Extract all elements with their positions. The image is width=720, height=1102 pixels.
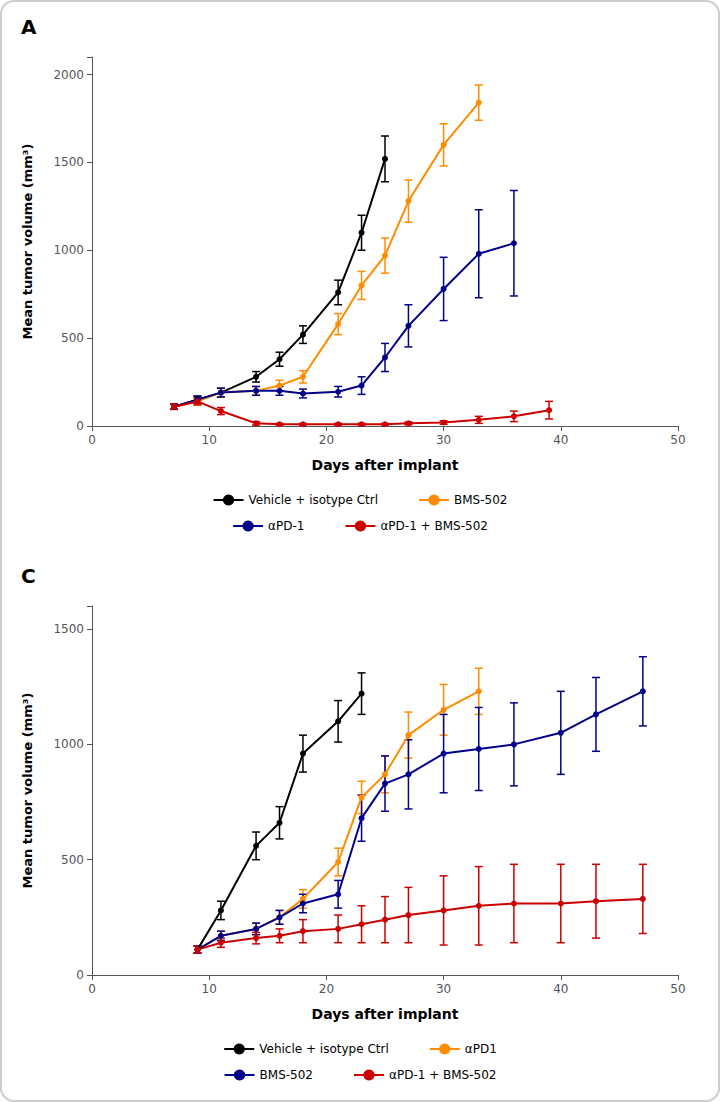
svg-text:0: 0 [76,419,84,433]
svg-text:2000: 2000 [53,68,84,82]
svg-text:αPD1: αPD1 [465,1042,497,1056]
svg-text:20: 20 [319,433,334,447]
svg-text:αPD-1 + BMS-502: αPD-1 + BMS-502 [380,519,487,533]
svg-text:BMS-502: BMS-502 [454,493,507,507]
svg-text:30: 30 [436,433,451,447]
svg-text:10: 10 [202,982,217,996]
svg-text:Days after implant: Days after implant [312,457,459,473]
svg-text:Mean tumor volume (mm³): Mean tumor volume (mm³) [20,144,35,340]
svg-text:Days after implant: Days after implant [312,1006,459,1022]
svg-text:1500: 1500 [53,622,84,636]
svg-text:50: 50 [670,982,685,996]
svg-text:0: 0 [76,968,84,982]
svg-text:0: 0 [88,982,96,996]
svg-text:0: 0 [88,433,96,447]
svg-text:50: 50 [670,433,685,447]
svg-text:BMS-502: BMS-502 [260,1068,313,1082]
svg-text:500: 500 [61,853,84,867]
svg-text:A: A [21,15,37,39]
svg-text:αPD-1 + BMS-502: αPD-1 + BMS-502 [389,1068,496,1082]
svg-text:1500: 1500 [53,155,84,169]
svg-text:30: 30 [436,982,451,996]
svg-text:C: C [21,564,36,588]
svg-text:500: 500 [61,331,84,345]
svg-text:40: 40 [553,982,568,996]
svg-text:Vehicle + isotype Ctrl: Vehicle + isotype Ctrl [249,493,379,507]
svg-text:20: 20 [319,982,334,996]
svg-text:1000: 1000 [53,243,84,257]
svg-text:αPD-1: αPD-1 [268,519,304,533]
svg-text:1000: 1000 [53,737,84,751]
svg-text:Vehicle + isotype Ctrl: Vehicle + isotype Ctrl [259,1042,389,1056]
svg-text:10: 10 [202,433,217,447]
svg-text:40: 40 [553,433,568,447]
svg-text:Mean tumor volume (mm³): Mean tumor volume (mm³) [20,693,35,889]
